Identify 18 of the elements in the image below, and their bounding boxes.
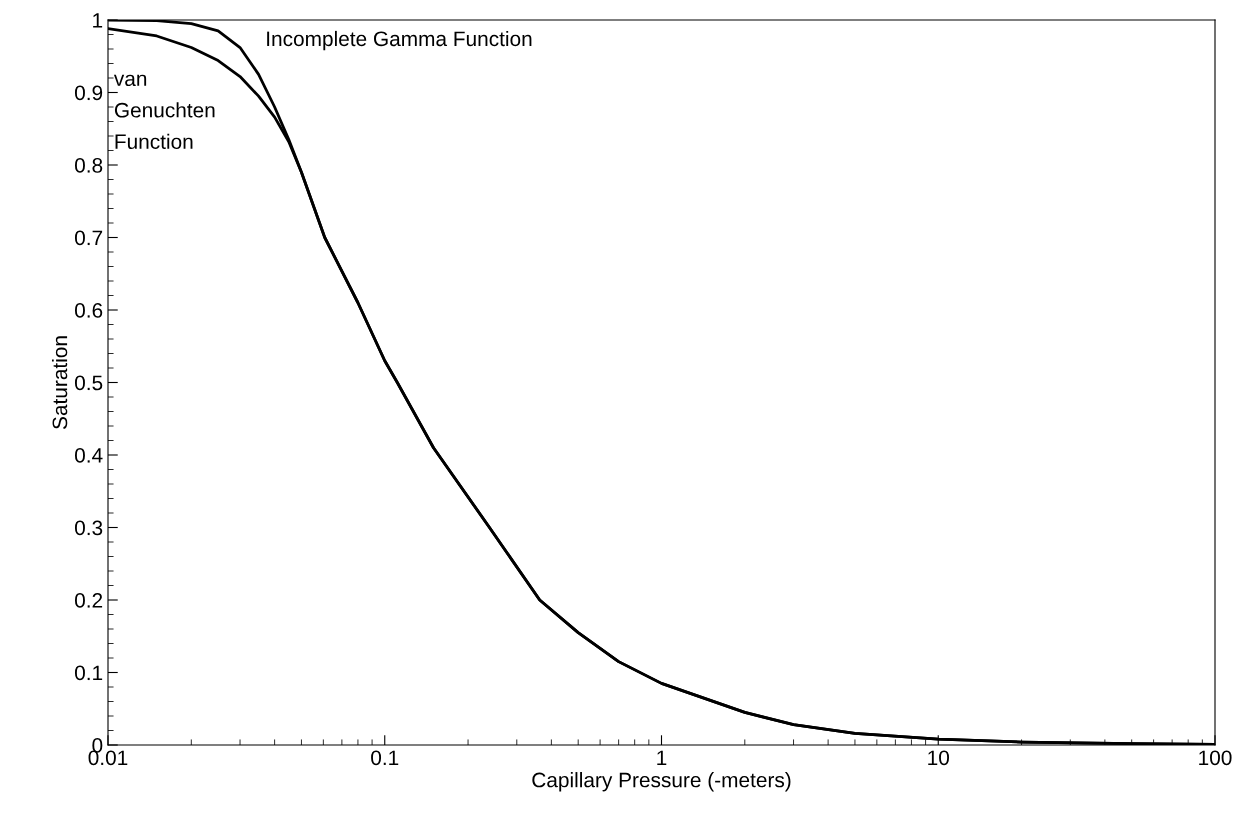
y-axis-title: Saturation	[51, 336, 68, 430]
y-tick-label: 1	[93, 13, 103, 28]
x-tick-label: 0.1	[371, 750, 399, 766]
y-tick-label: 0.6	[74, 303, 103, 318]
y-tick-label: 0.5	[74, 375, 103, 391]
x-tick-label: 100	[1199, 750, 1232, 766]
y-tick-label: 0.8	[74, 158, 103, 173]
y-tick-label: 0.2	[74, 593, 103, 608]
y-tick-label: 0.1	[74, 665, 103, 681]
x-tick-label: 1	[657, 750, 667, 765]
y-tick-label: 0.4	[74, 448, 103, 463]
y-tick-label: 0.3	[74, 520, 103, 536]
series-label: Incomplete Gamma Function	[267, 30, 532, 51]
y-tick-label: 0.9	[74, 85, 103, 101]
y-tick-label: 0.7	[74, 230, 103, 246]
x-tick-label: 10	[928, 750, 950, 766]
series-label: van Genuchten Function	[113, 74, 215, 150]
x-axis-title: Capillary Pressure (-meters)	[532, 772, 791, 792]
